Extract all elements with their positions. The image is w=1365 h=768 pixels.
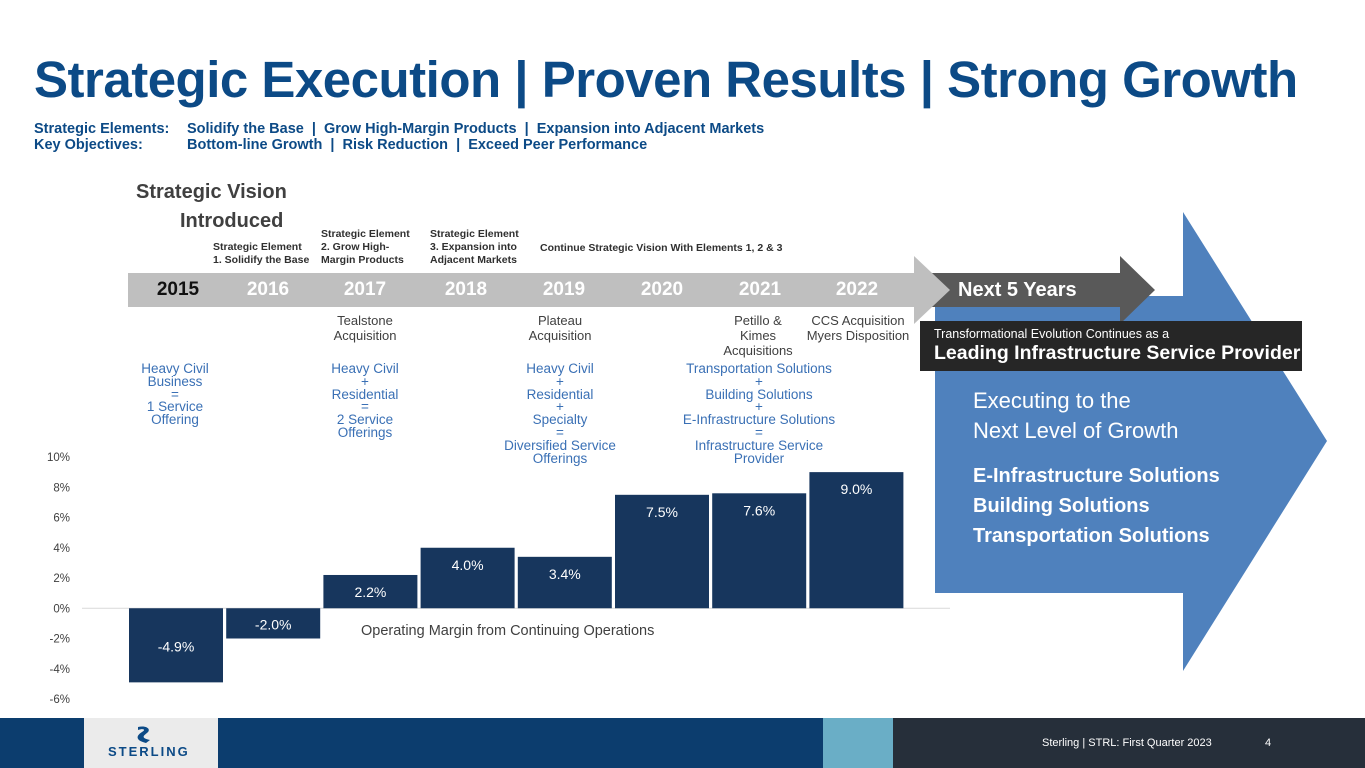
strategic-element-3: Strategic Element 3. Expansion into Adja…: [430, 228, 519, 266]
year-2015: 2015: [156, 279, 200, 300]
sterling-logo-icon: [137, 726, 150, 743]
year-2021: 2021: [738, 279, 782, 300]
strategic-vision-label: Strategic Vision Introduced: [136, 181, 287, 232]
bar-2022: [809, 472, 904, 609]
solution-transportation: Transportation Solutions: [973, 525, 1210, 547]
page-title: Strategic Execution | Proven Results | S…: [34, 51, 1298, 108]
bar-label-2020: 7.5%: [646, 504, 678, 520]
sterling-logo-text: STERLING: [108, 744, 190, 759]
bar-2017: [323, 574, 418, 609]
timeline-band: [128, 273, 918, 307]
operating-margin-chart: 10% 8% 6% 4% 2% 0% -2% -4% -6% -4.9% -2.0% 2.2% 4.0%…: [47, 452, 950, 706]
bar-2016: [226, 608, 321, 639]
bar-label-2018: 4.0%: [452, 557, 484, 573]
bar-label-2015: -4.9%: [158, 638, 195, 654]
footer-text: Sterling | STRL: First Quarter 2023: [1042, 737, 1212, 749]
solution-building: Building Solutions: [973, 495, 1150, 517]
year-2017: 2017: [343, 279, 387, 300]
strategic-elements-text: Solidify the Base | Grow High-Margin Pro…: [187, 121, 765, 137]
offering-2021: Transportation Solutions + Building Solu…: [682, 361, 836, 466]
bar-label-2017: 2.2%: [354, 584, 386, 600]
acquisition-petillo-kimes: Petillo & Kimes Acquisitions: [723, 313, 793, 358]
timeline-arrowhead: [914, 256, 950, 324]
acquisition-ccs-myers: CCS Acquisition Myers Disposition: [806, 313, 910, 343]
chart-series-label: Operating Margin from Continuing Operati…: [361, 623, 654, 639]
bar-label-2022: 9.0%: [840, 481, 872, 497]
y-tick-label: 6%: [53, 513, 70, 525]
footer-bar: [0, 718, 1365, 768]
footer-dark-segment: [893, 718, 1365, 768]
year-2016: 2016: [246, 279, 290, 300]
offering-2019: Heavy Civil + Residential + Specialty = …: [504, 361, 616, 466]
y-tick-label: -6%: [50, 694, 70, 706]
solutions-list: E-Infrastructure Solutions Building Solu…: [973, 461, 1220, 551]
executing-text: Executing to the Next Level of Growth: [973, 388, 1179, 443]
year-2022: 2022: [835, 279, 879, 300]
footer-logo-background: [84, 718, 218, 768]
bar-label-2021: 7.6%: [743, 502, 775, 518]
bar-2018: [420, 547, 515, 609]
continue-vision-note: Continue Strategic Vision With Elements …: [540, 242, 783, 254]
acquisition-plateau: Plateau Acquisition: [528, 313, 592, 343]
y-tick-label: -4%: [50, 664, 70, 676]
y-tick-label: 0%: [53, 603, 70, 615]
next-5-years-label: Next 5 Years: [958, 279, 1077, 301]
solution-e-infrastructure: E-Infrastructure Solutions: [973, 465, 1220, 487]
year-2019: 2019: [542, 279, 586, 300]
offering-2015: Heavy Civil Business = 1 Service Offerin…: [141, 361, 209, 428]
key-objectives-text: Bottom-line Growth | Risk Reduction | Ex…: [187, 137, 648, 153]
offering-2017: Heavy Civil + Residential = 2 Service Of…: [331, 361, 399, 440]
page-number: 4: [1265, 737, 1272, 749]
bar-2020: [615, 494, 709, 609]
footer-light-segment: [823, 718, 893, 768]
y-tick-label: 10%: [47, 452, 70, 464]
bar-label-2019: 3.4%: [549, 566, 581, 582]
strategic-element-1: Strategic Element 1. Solidify the Base: [213, 241, 310, 266]
bar-label-2016: -2.0%: [255, 616, 292, 632]
year-2020: 2020: [640, 279, 684, 300]
next-years-arrow: [920, 256, 1155, 324]
bar-2021: [712, 493, 807, 609]
strategic-elements-label: Strategic Elements:: [34, 121, 170, 137]
y-tick-label: 4%: [53, 543, 70, 555]
acquisition-tealstone: Tealstone Acquisition: [333, 313, 397, 343]
bar-2019: [517, 556, 612, 609]
y-tick-label: -2%: [50, 634, 70, 646]
bar-2015: [129, 608, 223, 683]
y-tick-label: 8%: [53, 482, 70, 494]
transformation-banner: Transformational Evolution Continues as …: [920, 321, 1302, 371]
y-tick-label: 2%: [53, 573, 70, 585]
key-objectives-label: Key Objectives:: [34, 137, 143, 153]
strategic-element-2: Strategic Element 2. Grow High- Margin P…: [321, 228, 410, 266]
year-2018: 2018: [444, 279, 488, 300]
